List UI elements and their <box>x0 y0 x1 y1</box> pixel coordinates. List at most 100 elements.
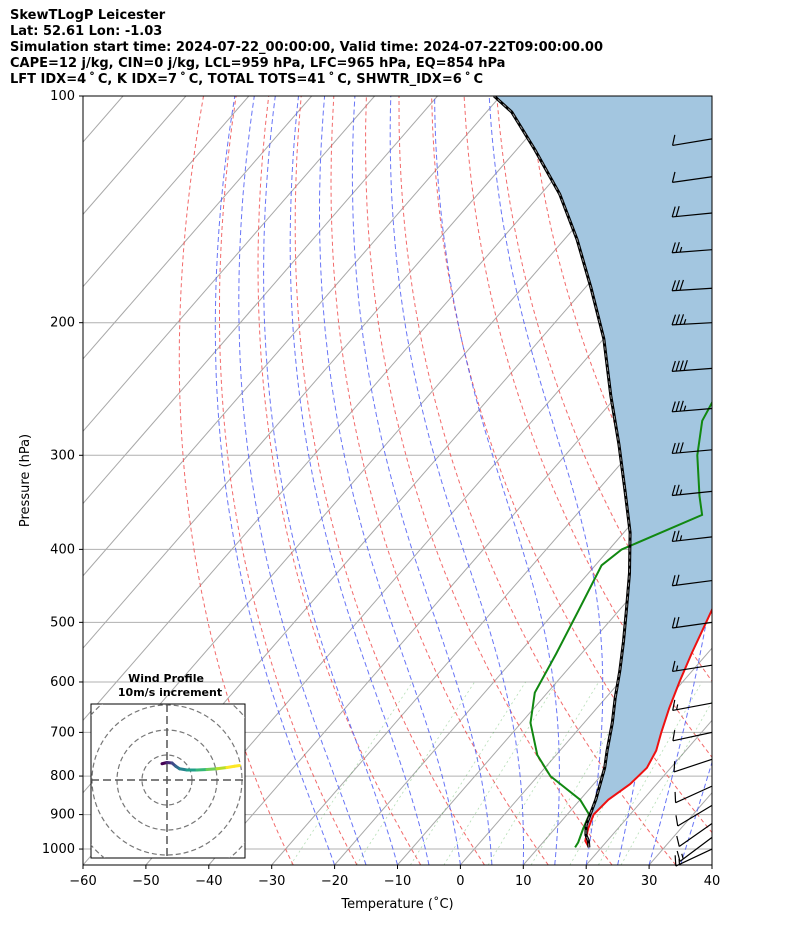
isotherm-line <box>711 864 712 865</box>
barb-half <box>679 489 683 495</box>
barb-flag <box>671 442 676 454</box>
index-line: LFT IDX=4 ˚ C, K IDX=7 ˚ C, TOTAL TOTS=4… <box>10 72 483 87</box>
barb-flag <box>675 206 680 217</box>
hodograph-segment <box>195 768 209 772</box>
isotherm-line <box>83 96 627 722</box>
barb-flag <box>671 530 676 542</box>
isotherm-line <box>83 96 501 577</box>
isotherm-line <box>334 430 712 865</box>
barb-staff <box>673 758 713 773</box>
barb-flag <box>679 314 685 325</box>
dry-adiabat <box>757 96 794 865</box>
barb-flag <box>675 280 681 291</box>
barb-staff <box>672 176 713 183</box>
barb-flag <box>671 314 677 326</box>
dry-adiabat <box>330 96 549 865</box>
chart-header: SkewTLogP Leicester Lat: 52.61 Lon: -1.0… <box>10 8 603 88</box>
barb-staff <box>672 322 713 326</box>
barb-flag <box>671 280 677 291</box>
wind-barb <box>675 804 713 827</box>
barb-staff <box>672 407 713 413</box>
barb-half <box>683 318 687 325</box>
x-axis-label: Temperature (˚C) <box>340 896 453 912</box>
barb-staff <box>672 287 713 292</box>
y-tick-label: 200 <box>50 316 75 331</box>
moist-adiabat <box>389 96 524 865</box>
moist-adiabat <box>351 96 493 865</box>
chart-title: SkewTLogP Leicester <box>10 8 166 23</box>
barb-flag <box>675 574 680 586</box>
barb-flag <box>671 171 676 183</box>
barb-staff <box>672 664 713 673</box>
isotherm-line <box>83 96 564 649</box>
cape-area <box>494 96 712 848</box>
x-tick-label: −50 <box>132 874 159 889</box>
hodograph-plot <box>91 704 245 858</box>
barb-flag <box>671 575 676 586</box>
barb-staff <box>672 731 713 742</box>
wind-barb <box>671 616 713 629</box>
hodograph-subtitle: 10m/s increment <box>118 686 222 699</box>
barb-half <box>679 246 683 253</box>
barb-staff <box>672 579 713 587</box>
moist-adiabat <box>488 96 604 865</box>
barb-half <box>683 405 687 411</box>
wind-barb <box>671 574 713 587</box>
barb-half <box>681 853 684 860</box>
x-tick-label: 40 <box>704 874 721 889</box>
barb-staff <box>679 836 713 862</box>
x-tick-label: 0 <box>456 874 464 889</box>
wind-barb <box>671 279 713 292</box>
moist-adiabat <box>214 96 336 865</box>
moist-adiabat <box>263 96 398 865</box>
wind-barb <box>676 823 713 847</box>
wind-barb <box>672 699 713 712</box>
barb-staff <box>672 212 713 218</box>
mixing-ratio-line <box>530 681 640 865</box>
wind-barb <box>673 758 713 773</box>
isotherm-line <box>271 358 712 865</box>
isotherm-line <box>585 719 712 865</box>
barb-staff <box>672 249 713 254</box>
dry-adiabat <box>178 96 294 865</box>
mixing-ratio-line <box>598 681 703 865</box>
dry-adiabat <box>496 96 712 683</box>
barb-half <box>675 665 679 671</box>
isotherm-line <box>397 502 712 865</box>
dry-adiabat <box>398 96 677 865</box>
dry-adiabat <box>725 96 794 865</box>
y-tick-label: 400 <box>50 542 75 557</box>
wind-barb <box>676 836 713 862</box>
isotherm-line <box>83 96 438 505</box>
barb-flag <box>671 660 676 672</box>
barb-staff <box>675 785 713 804</box>
plot-area <box>83 96 794 865</box>
barb-flag <box>675 401 680 412</box>
barb-flag <box>679 360 684 371</box>
x-tick-label: −10 <box>384 874 411 889</box>
y-tick-label: 300 <box>50 448 75 463</box>
time-line: Simulation start time: 2024-07-22_00:00:… <box>10 40 603 55</box>
barb-flag <box>671 242 676 253</box>
wind-barb <box>671 171 713 183</box>
moist-adiabat <box>238 96 367 865</box>
barb-staff <box>672 490 713 497</box>
barb-flag <box>671 206 676 218</box>
dry-adiabat <box>463 96 712 759</box>
barb-flag <box>679 400 684 412</box>
barb-flag <box>671 134 676 146</box>
isotherm-line <box>83 96 250 288</box>
wind-barb <box>671 442 713 455</box>
wind-barb <box>671 360 713 372</box>
barb-flag <box>675 360 680 372</box>
wind-barb <box>671 242 713 254</box>
wind-barb <box>672 730 713 742</box>
dry-adiabat <box>257 96 422 865</box>
barb-flag <box>675 616 680 628</box>
isotherm-line <box>460 575 712 865</box>
barb-flag <box>675 242 680 253</box>
hodograph-segment <box>233 764 241 768</box>
y-tick-label: 800 <box>50 769 75 784</box>
moist-adiabat <box>434 96 560 865</box>
barb-flag <box>672 730 676 741</box>
